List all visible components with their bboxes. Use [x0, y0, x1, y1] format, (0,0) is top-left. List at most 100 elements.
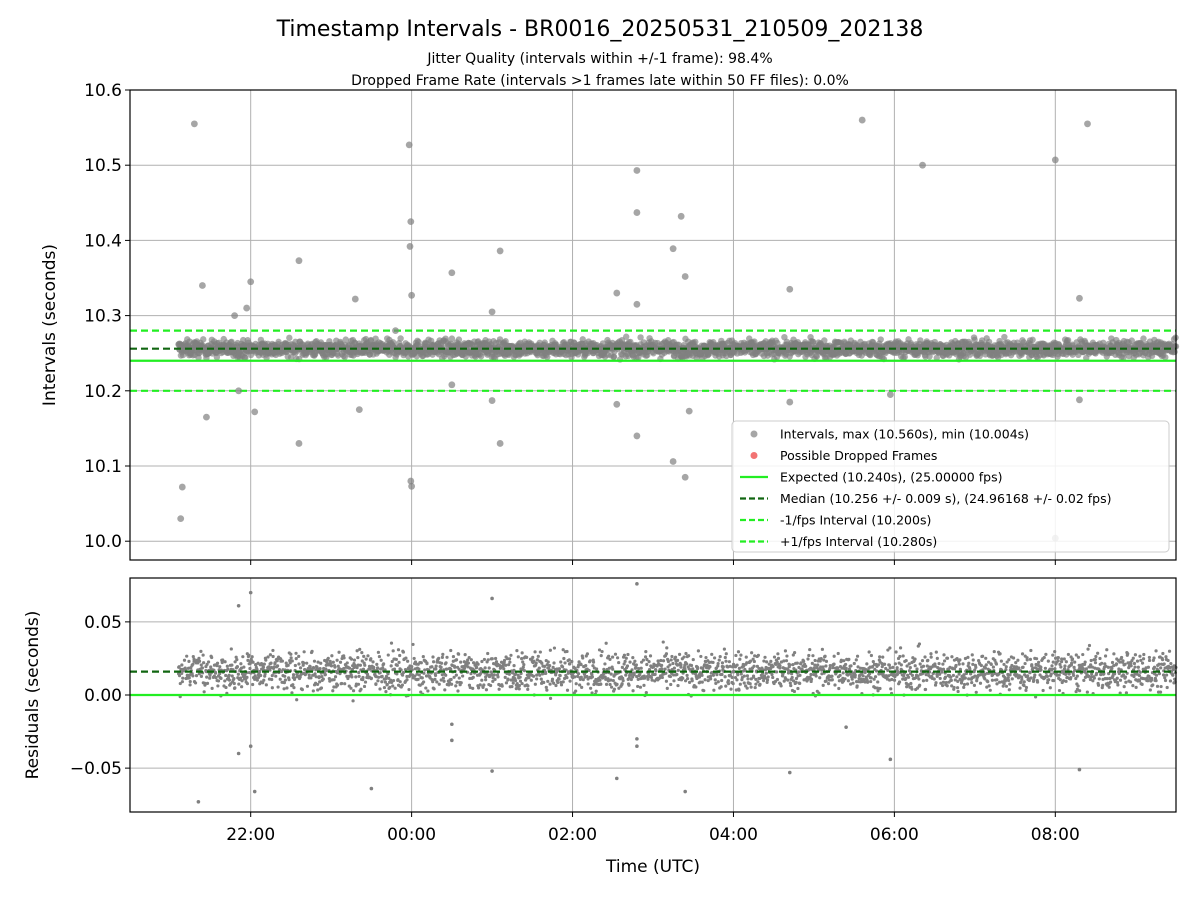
residual-point	[711, 673, 716, 677]
residual-point	[765, 678, 770, 682]
residual-point	[717, 658, 721, 662]
residual-point	[620, 682, 624, 686]
residual-point	[776, 656, 781, 660]
interval-point	[1162, 354, 1169, 361]
residual-point	[918, 683, 922, 687]
residual-point	[330, 654, 334, 658]
residual-point	[793, 651, 797, 655]
interval-outlier-point	[405, 141, 413, 149]
residual-point	[935, 674, 939, 678]
residual-point	[893, 662, 897, 666]
residual-point	[735, 663, 739, 667]
residual-point	[545, 663, 549, 667]
residual-point	[809, 677, 814, 681]
residual-point	[320, 675, 324, 679]
residual-point	[612, 687, 617, 691]
residual-point	[904, 676, 908, 681]
residual-point	[390, 659, 394, 664]
residual-point	[311, 666, 316, 670]
residual-point	[425, 662, 429, 666]
residual-point	[820, 647, 824, 651]
residual-point	[431, 680, 435, 684]
residual-point	[660, 667, 664, 671]
residual-point	[419, 661, 423, 665]
residual-point	[437, 682, 441, 686]
residual-point	[520, 657, 524, 661]
residual-point	[421, 655, 425, 659]
intervals-outliers	[177, 116, 1091, 542]
interval-point	[637, 334, 644, 341]
residual-point	[452, 675, 456, 679]
residual-point	[561, 680, 565, 684]
residual-point	[855, 684, 859, 688]
residual-point	[823, 654, 827, 658]
residual-point	[796, 686, 800, 691]
residual-point	[815, 666, 819, 670]
residual-point	[788, 681, 792, 685]
residual-point	[310, 649, 314, 653]
residual-point	[958, 658, 962, 662]
residual-point	[405, 678, 409, 682]
residual-point	[357, 670, 361, 675]
residual-point	[723, 655, 727, 660]
residual-point	[268, 653, 273, 657]
residual-point	[345, 661, 349, 665]
residual-point	[724, 659, 728, 663]
residual-point	[283, 678, 288, 682]
residual-point	[938, 672, 942, 676]
residual-point	[972, 683, 977, 687]
residual-point	[901, 677, 905, 681]
residual-point	[828, 666, 832, 670]
residual-point	[318, 680, 322, 684]
residual-point	[953, 678, 957, 682]
residual-point	[594, 689, 598, 693]
residual-point	[250, 655, 254, 659]
residual-point	[771, 664, 775, 669]
interval-outlier-point	[786, 285, 794, 293]
residual-point	[775, 677, 780, 682]
residual-point	[585, 674, 589, 679]
residual-point	[641, 658, 646, 662]
residuals-band	[177, 640, 1178, 703]
residual-point	[798, 681, 802, 685]
residual-point	[1045, 674, 1050, 679]
residual-point	[476, 662, 480, 666]
interval-point	[1171, 348, 1178, 356]
residual-point	[527, 676, 531, 680]
residual-point	[270, 677, 274, 682]
residual-point	[888, 666, 892, 670]
residual-point	[535, 677, 539, 681]
residual-point	[206, 660, 211, 664]
residual-point	[821, 665, 825, 669]
residual-point	[271, 654, 275, 659]
residual-point	[422, 671, 426, 675]
interval-outlier-point	[633, 209, 641, 216]
residual-point	[333, 675, 338, 679]
residual-point	[559, 660, 563, 664]
residual-point	[509, 653, 513, 657]
residual-point	[751, 674, 756, 678]
residual-point	[489, 670, 494, 674]
residual-point	[552, 681, 556, 685]
residual-point	[565, 676, 569, 680]
residual-point	[532, 659, 536, 663]
residual-point	[752, 659, 756, 664]
residual-point	[364, 657, 368, 661]
residual-point	[205, 675, 209, 679]
residual-point	[685, 662, 689, 666]
residual-point	[449, 667, 453, 671]
residual-point	[500, 684, 504, 688]
residual-point	[869, 653, 874, 658]
residual-point	[675, 658, 680, 662]
residual-point	[700, 680, 704, 684]
residual-point	[504, 663, 508, 667]
residual-point	[645, 657, 649, 662]
residual-point	[979, 663, 983, 668]
residual-point	[259, 673, 263, 678]
residual-point	[974, 665, 978, 669]
residual-point	[855, 654, 860, 658]
residual-point	[843, 677, 847, 681]
residual-point	[411, 642, 415, 647]
residual-point	[636, 684, 640, 689]
residual-point	[516, 655, 520, 659]
